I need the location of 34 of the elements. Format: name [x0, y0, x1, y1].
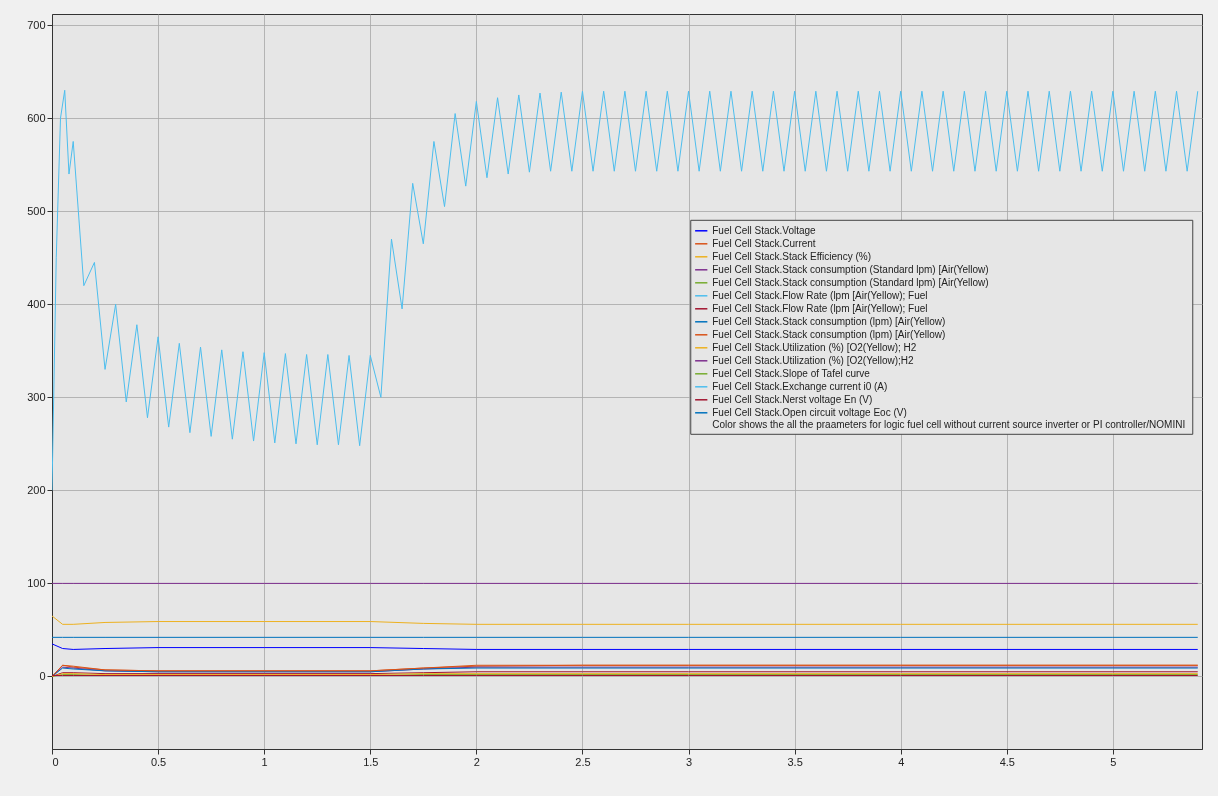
legend-label: Fuel Cell Stack.Slope of Tafel curve	[712, 367, 871, 379]
y-tick-label: 400	[27, 297, 46, 310]
legend-label: Fuel Cell Stack.Exchange current i0 (A)	[712, 380, 888, 392]
legend-label: Fuel Cell Stack.Flow Rate (lpm [Air(Yellow); Fuel	[712, 289, 928, 301]
x-tick-label: 3	[685, 755, 693, 768]
legend-label: Fuel Cell Stack.Current	[712, 237, 816, 249]
legend-label: Fuel Cell Stack.Utilization (%) [O2(Yellow);H2	[712, 354, 915, 366]
legend-label: Fuel Cell Stack.Stack consumption (Standard lpm) [Air(Yellow)	[712, 263, 989, 275]
legend-label: Fuel Cell Stack.Open circuit voltage Eoc (V) Color shows the all the praameters for logic fuel cell without current source inverter or PI controller/NOMINI	[712, 406, 1186, 430]
legend-label: Fuel Cell Stack.Flow Rate (lpm [Air(Yellow); Fuel	[712, 302, 928, 314]
legend-label: Fuel Cell Stack.Utilization (%) [O2(Yellow); H2	[712, 341, 917, 353]
legend-label: Fuel Cell Stack.Stack consumption (Standard lpm) [Air(Yellow)	[712, 276, 989, 288]
x-tick-label: 0.5	[150, 755, 167, 768]
legend-label: Fuel Cell Stack.Nerst voltage En (V)	[712, 393, 873, 405]
y-tick-label: 600	[27, 111, 46, 124]
x-tick-label: 1	[261, 755, 268, 768]
x-tick-label: 4.5	[999, 755, 1015, 768]
y-tick-label: 300	[27, 390, 46, 403]
x-tick-label: 1.5	[363, 755, 379, 768]
x-tick-label: 3.5	[787, 755, 803, 768]
y-tick-label: 100	[27, 576, 46, 589]
y-tick-label: 0	[39, 669, 46, 682]
legend-label: Fuel Cell Stack.Stack Efficiency (%)	[712, 250, 872, 262]
legend-label: Fuel Cell Stack.Voltage	[712, 224, 817, 236]
legend-label: Fuel Cell Stack.Stack consumption (lpm) [Air(Yellow)	[712, 328, 946, 340]
legend-label: Fuel Cell Stack.Stack consumption (lpm) [Air(Yellow)	[712, 315, 946, 327]
y-tick-label: 500	[27, 204, 46, 217]
y-tick-label: 700	[27, 18, 46, 31]
x-tick-label: 2	[473, 755, 480, 768]
y-tick-label: 200	[27, 483, 46, 496]
x-tick-label: 5	[1110, 755, 1117, 768]
x-tick-label: 4	[898, 755, 905, 768]
x-tick-label: 0	[52, 755, 59, 768]
x-tick-label: 2.5	[575, 755, 591, 768]
